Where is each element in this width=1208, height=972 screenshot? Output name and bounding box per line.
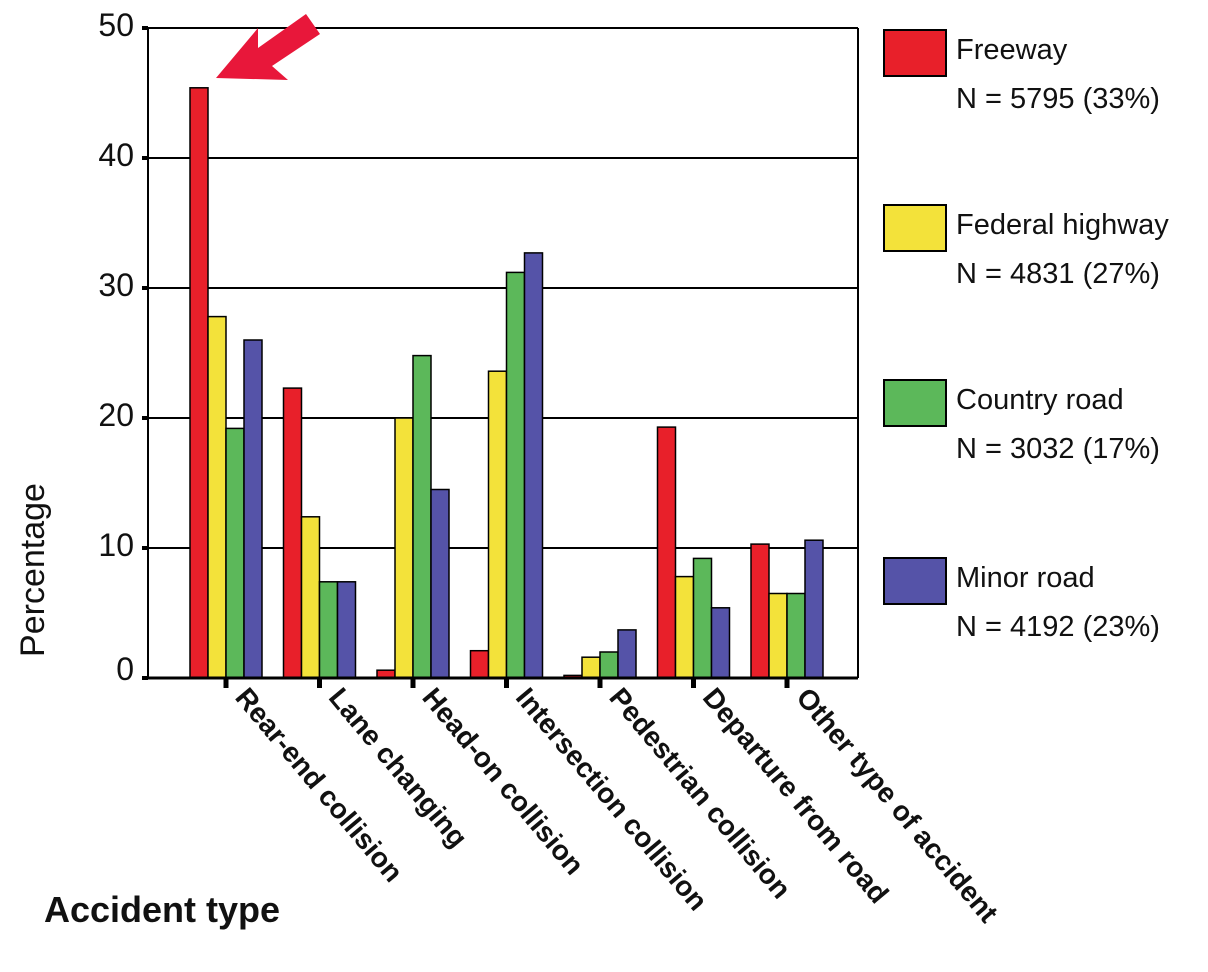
bar-federal-highway [302,517,320,678]
bar-minor-road [712,608,730,678]
y-axis-title: Percentage [14,483,52,657]
bar-federal-highway [676,577,694,678]
bar-minor-road [618,630,636,678]
bar-minor-road [525,253,543,678]
bar-freeway [471,651,489,678]
y-tick-label: 0 [116,651,134,687]
y-tick-label: 20 [98,397,134,433]
bar-country-road [787,594,805,679]
bar-country-road [226,428,244,678]
legend-label: Federal highway [956,209,1169,241]
legend-detail: N = 3032 (17%) [956,433,1160,465]
bar-country-road [413,356,431,678]
x-tick-label: Departure from road [697,682,895,909]
legend-detail: N = 4192 (23%) [956,611,1160,643]
legend-detail: N = 5795 (33%) [956,83,1160,115]
y-tick-label: 10 [98,527,134,563]
y-tick-labels: 0 10 20 30 40 50 [98,7,134,687]
x-tick-label: Intersection collision [510,682,714,916]
x-tick-label: Head-on collision [416,682,590,881]
legend-label: Minor road [956,562,1095,594]
bar-minor-road [244,340,262,678]
x-axis-title: Accident type [44,889,280,930]
bar-minor-road [338,582,356,678]
y-tick-label: 50 [98,7,134,43]
bar-minor-road [431,490,449,679]
bar-country-road [694,558,712,678]
bar-federal-highway [208,317,226,678]
x-tick-label: Pedestrian collision [603,682,797,905]
bar-freeway [190,88,208,678]
legend-label: Freeway [956,34,1068,66]
bar-country-road [600,652,618,678]
legend-swatch [884,380,946,426]
bar-minor-road [805,540,823,678]
bar-federal-highway [769,594,787,679]
bar-country-road [320,582,338,678]
y-tick-label: 30 [98,267,134,303]
legend-label: Country road [956,384,1124,416]
bar-country-road [507,272,525,678]
annotation [216,14,320,80]
legend-swatch [884,205,946,251]
legend-swatch [884,30,946,76]
bar-federal-highway [395,418,413,678]
bar-federal-highway [582,657,600,678]
bar-freeway [658,427,676,678]
y-tick-label: 40 [98,137,134,173]
bar-freeway [284,388,302,678]
legend: Freeway N = 5795 (33%) Federal highway N = … [884,30,1169,643]
arrow-icon [216,14,320,80]
legend-detail: N = 4831 (27%) [956,258,1160,290]
bars [190,88,823,678]
x-tick-label: Rear-end collision [229,682,409,888]
bar-freeway [751,544,769,678]
bar-federal-highway [489,371,507,678]
legend-swatch [884,558,946,604]
